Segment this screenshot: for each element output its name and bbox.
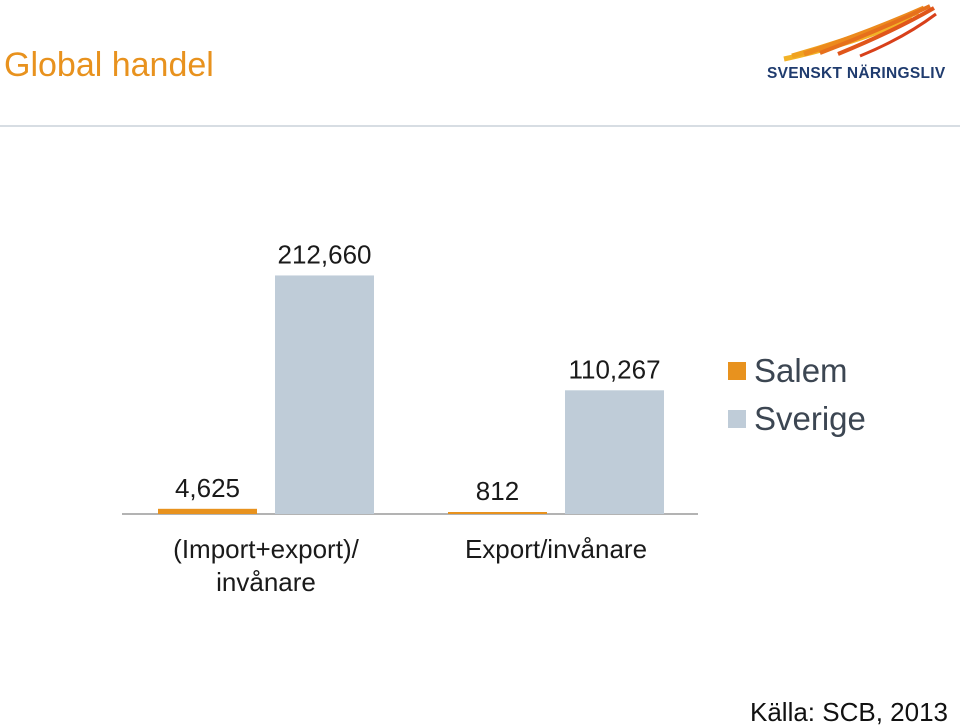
logo-text: SVENSKT NÄRINGSLIV (767, 65, 946, 82)
logo-stroke-6 (859, 12, 937, 58)
logo-stroke-5 (837, 6, 935, 56)
logo-stroke-4 (819, 4, 931, 55)
bar-salem-0 (158, 508, 257, 514)
legend-label-sverige: Sverige (754, 400, 866, 437)
bar-sverige-0 (275, 275, 374, 514)
header-divider (0, 125, 960, 127)
source-note: Källa: SCB, 2013 (749, 697, 948, 727)
legend-label-salem: Salem (754, 352, 848, 389)
legend-swatch-sverige (728, 410, 746, 428)
category-label-0-line-1: invånare (216, 567, 316, 597)
data-label-salem-1: 812 (476, 476, 519, 506)
bar-salem-1 (448, 512, 547, 514)
logo-stroke-3 (803, 5, 926, 57)
page-title: Global handel (4, 46, 214, 84)
legend-swatch-salem (728, 362, 746, 380)
data-label-sverige-0: 212,660 (278, 239, 372, 269)
data-label-sverige-1: 110,267 (568, 354, 660, 384)
category-label-0-line-0: (Import+export)/ (173, 534, 359, 564)
data-label-salem-0: 4,625 (175, 473, 240, 503)
category-label-1-line-0: Export/invånare (465, 534, 647, 564)
bar-sverige-1 (565, 390, 664, 514)
svenskt-naringsliv-logo (783, 4, 937, 62)
bar-chart: 4,625 812 212,660 110,267 (Import+export)/in… (122, 239, 698, 597)
